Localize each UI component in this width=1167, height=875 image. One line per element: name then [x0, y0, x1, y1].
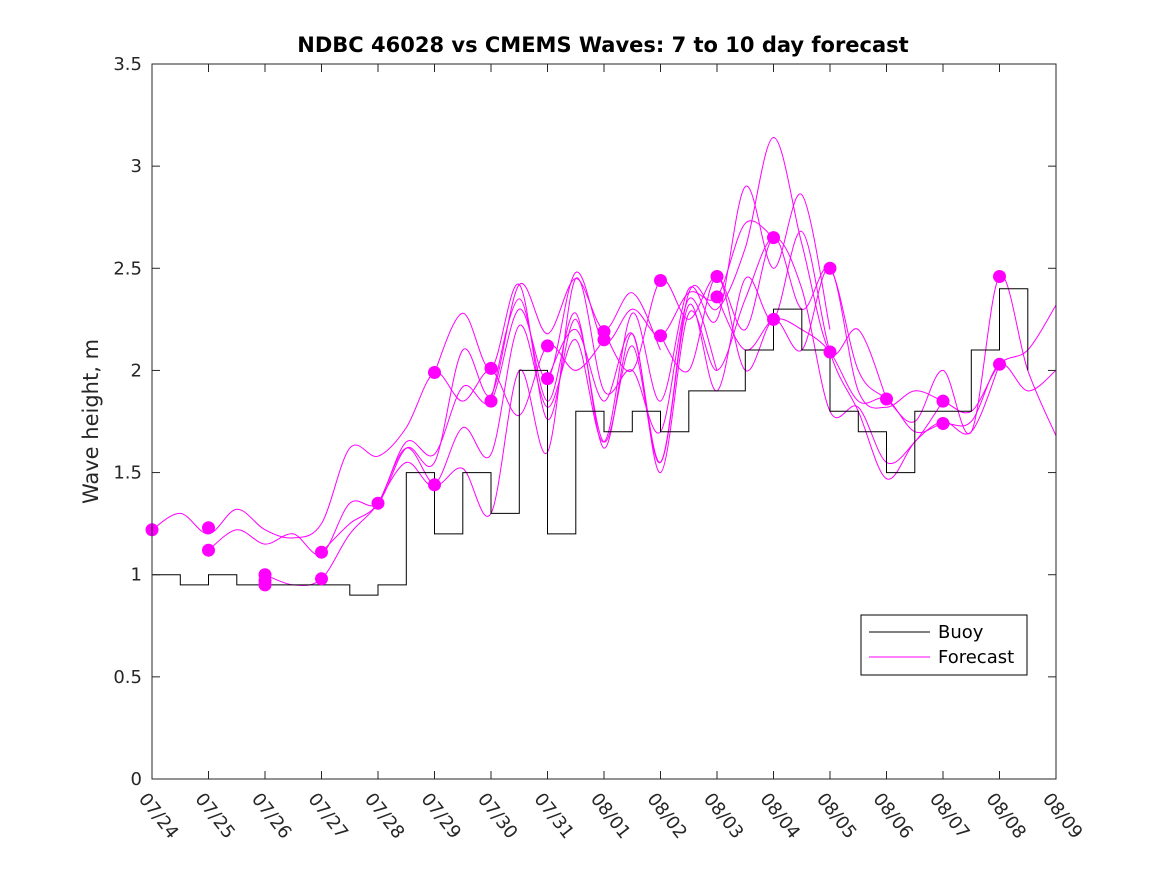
y-tick-label: 3.5	[113, 54, 142, 75]
forecast-marker	[484, 394, 498, 408]
x-tick-label: 08/05	[812, 789, 860, 843]
chart-title: NDBC 46028 vs CMEMS Waves: 7 to 10 day f…	[297, 33, 908, 57]
y-axis-label: Wave height, m	[79, 339, 103, 504]
forecast-marker	[710, 290, 724, 304]
x-tick-label: 07/31	[530, 789, 578, 843]
forecast-marker	[767, 312, 780, 326]
x-tick-label: 08/07	[925, 789, 973, 843]
x-tick-label: 08/02	[643, 789, 691, 843]
x-tick-label: 08/06	[869, 789, 917, 843]
forecast-marker	[371, 496, 385, 510]
forecast-marker	[936, 417, 950, 430]
x-tick-label: 08/08	[982, 789, 1030, 843]
legend-label-forecast: Forecast	[938, 647, 1014, 668]
forecast-line-2	[264, 277, 718, 587]
legend-label-buoy: Buoy	[938, 622, 984, 643]
forecast-marker	[315, 572, 328, 586]
y-tick-label: 1	[131, 565, 142, 586]
forecast-marker	[823, 261, 837, 275]
x-tick-label: 07/24	[134, 789, 182, 843]
plot-area	[145, 136, 1057, 596]
legend-box	[860, 614, 1028, 676]
x-tick-label: 07/29	[417, 789, 465, 843]
forecast-marker	[767, 231, 780, 245]
x-tick-label: 07/26	[247, 789, 295, 843]
forecast-marker	[202, 521, 215, 535]
forecast-marker	[315, 545, 328, 559]
forecast-marker	[654, 329, 667, 343]
series-line-buoy	[152, 288, 1029, 596]
x-tick-label: 08/03	[699, 789, 747, 843]
forecast-marker	[993, 270, 1006, 283]
forecast-line-0	[151, 339, 605, 539]
forecast-line-9	[660, 267, 1057, 414]
y-tick-label: 1.5	[113, 463, 142, 484]
forecast-line-4	[377, 186, 831, 504]
x-tick-label: 07/30	[473, 789, 521, 843]
y-tick-label: 2.5	[113, 258, 142, 279]
forecast-marker	[710, 270, 724, 283]
x-tick-label: 08/01	[586, 789, 634, 843]
x-tick-label: 07/28	[360, 789, 408, 843]
forecast-line-6	[490, 237, 944, 474]
x-tick-label: 07/25	[191, 789, 239, 843]
y-tick-label: 0	[131, 769, 142, 790]
forecast-marker	[258, 578, 272, 592]
x-tick-label: 07/27	[304, 789, 352, 843]
axes: 00.511.522.533.507/24 07/25 07/26 07/27 07/2…	[113, 54, 1086, 843]
forecast-marker	[823, 345, 837, 359]
y-tick-label: 2	[131, 360, 142, 381]
forecast-marker	[484, 361, 498, 375]
forecast-marker	[993, 357, 1006, 371]
forecast-marker	[654, 274, 667, 287]
forecast-marker	[936, 394, 950, 408]
forecast-line-7	[547, 230, 1000, 480]
forecast-marker	[541, 372, 554, 386]
legend: Buoy Forecast	[860, 614, 1028, 676]
forecast-marker	[541, 339, 554, 353]
y-tick-label: 3	[131, 156, 142, 177]
forecast-marker	[880, 392, 893, 406]
x-tick-label: 08/09	[1038, 789, 1086, 843]
forecast-marker	[202, 543, 215, 557]
x-tick-label: 08/04	[756, 789, 804, 843]
forecast-marker	[428, 478, 441, 492]
y-tick-label: 0.5	[113, 667, 142, 688]
forecast-marker	[428, 366, 441, 379]
forecast-marker	[597, 333, 611, 347]
